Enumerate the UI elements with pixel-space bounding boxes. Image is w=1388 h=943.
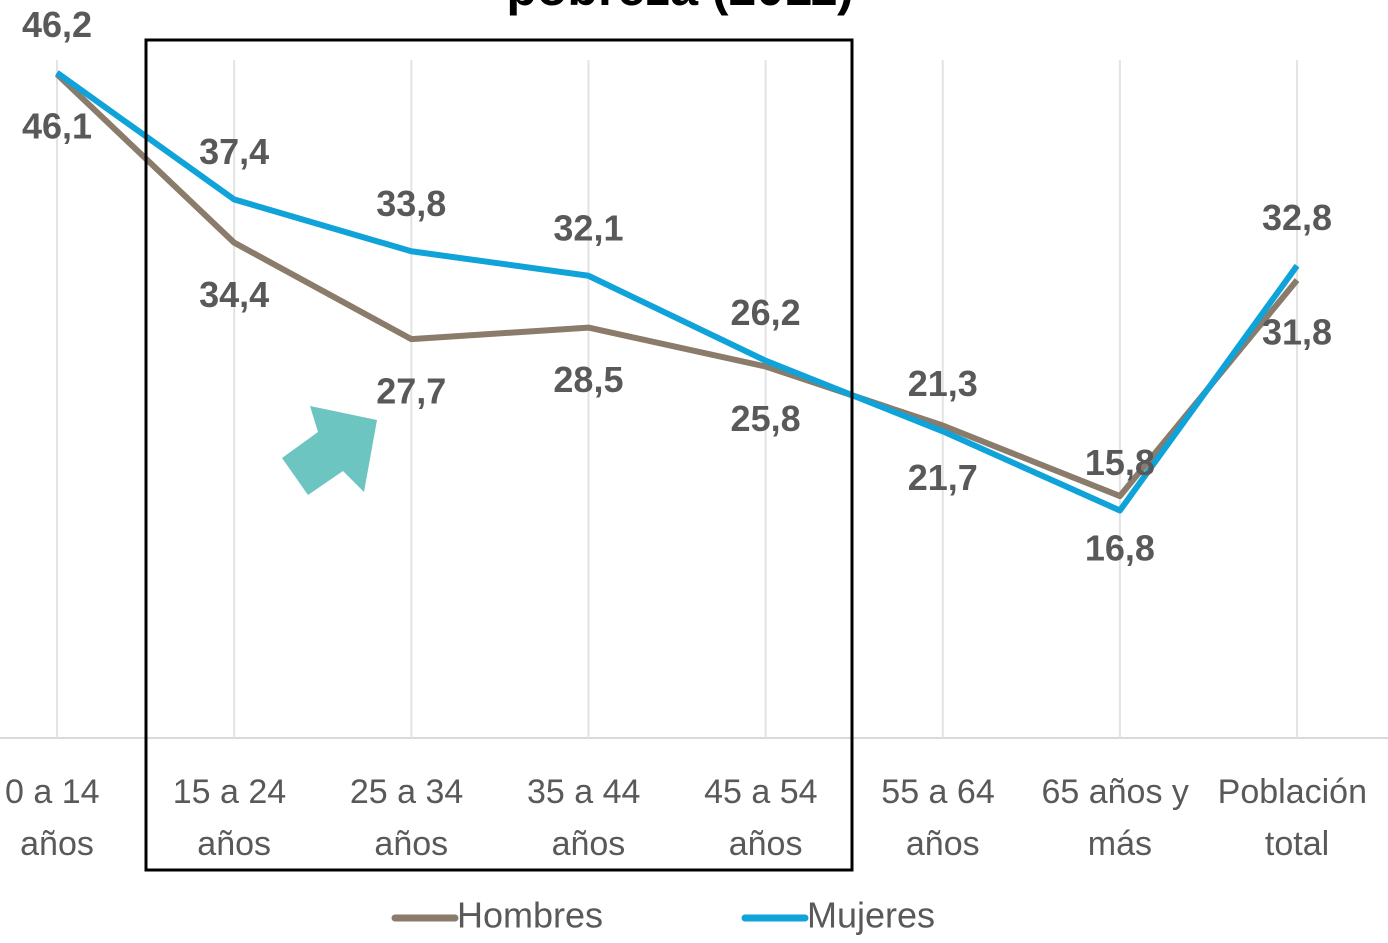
x-tick-label: Población total [1218,773,1377,863]
x-tick-label: 65 años y más [1041,773,1198,863]
grid [56,60,1299,738]
data-label: 28,5 [553,359,623,400]
data-label: 32,8 [1262,197,1332,238]
data-label: 21,7 [908,457,978,498]
x-tick-label: 0 a 14 años [5,773,109,863]
x-tick-label: 55 a 64 años [881,773,1004,863]
x-tick-label: 35 a 44 años [527,773,650,863]
data-label: 16,8 [1085,528,1155,569]
arrow [282,406,377,495]
data-label: 33,8 [376,183,446,224]
data-label: 15,8 [1085,442,1155,483]
marks [54,70,1300,514]
data-label: 37,4 [199,131,269,172]
chart-title: pobreza (2011) [506,0,853,16]
legend-label: Hombres [457,895,603,936]
data-label: 25,8 [731,398,801,439]
data-label: 46,1 [22,106,92,147]
line [55,70,1300,514]
data-label: 21,3 [908,363,978,404]
x-tick-label: 25 a 34 años [350,773,473,863]
data-label: 31,8 [1262,312,1332,353]
highlight-box [144,38,854,872]
x-tick-label: 15 a 24 años [173,773,296,863]
data-label: 34,4 [199,274,269,315]
data-label: 26,2 [731,292,801,333]
x-tick-label: 45 a 54 años [704,773,827,863]
data-label: 46,2 [22,4,92,45]
legend-label: Mujeres [807,895,935,936]
data-label: 27,7 [376,371,446,412]
line [54,71,1300,500]
data-label: 32,1 [553,207,623,248]
